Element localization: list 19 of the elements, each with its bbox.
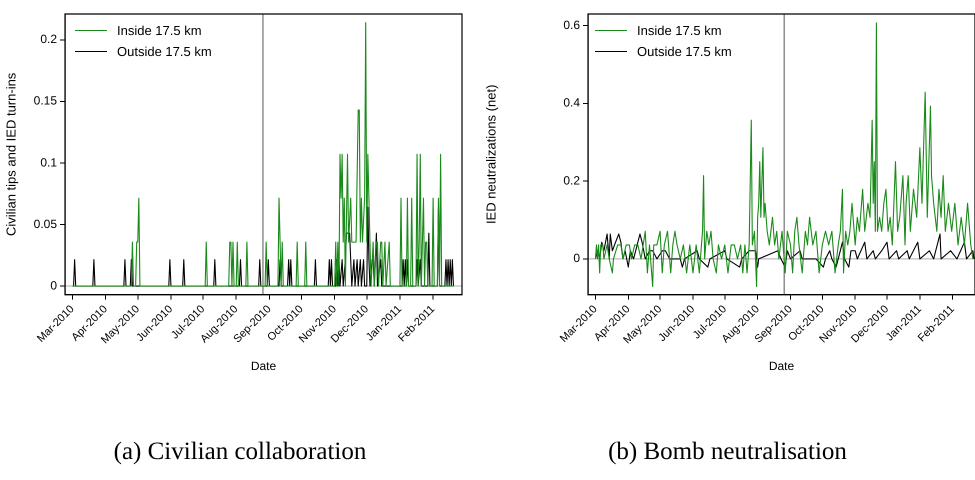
y-tick-label: 0.2	[40, 32, 58, 46]
y-tick-label: 0.05	[34, 216, 58, 231]
y-tick-label: 0	[50, 278, 58, 292]
legend-label: Outside 17.5 km	[117, 43, 212, 61]
y-tick-label: 0.1	[40, 155, 58, 170]
text: (a) Civilian collaboration	[112, 438, 368, 466]
y-axis-title: Civilian tips and IED turn-ins	[3, 72, 18, 236]
y-tick-label: 0.4	[563, 96, 580, 110]
y-tick-label: 0	[573, 251, 580, 266]
y-tick-label: 0.15	[34, 94, 58, 108]
legend-label: Outside 17.5 km	[637, 43, 732, 61]
y-tick-label: 0.6	[563, 18, 580, 32]
y-tick-label: 0.2	[563, 173, 580, 188]
legend-label: Inside 17.5 km	[117, 22, 202, 40]
legend-label: Inside 17.5 km	[637, 22, 722, 40]
x-axis-title: Date	[250, 359, 276, 374]
x-axis-title: Date	[768, 359, 794, 374]
text: (b) Bomb neutralisation	[607, 438, 848, 466]
y-axis-title: IED neutralizations (net)	[483, 84, 498, 224]
